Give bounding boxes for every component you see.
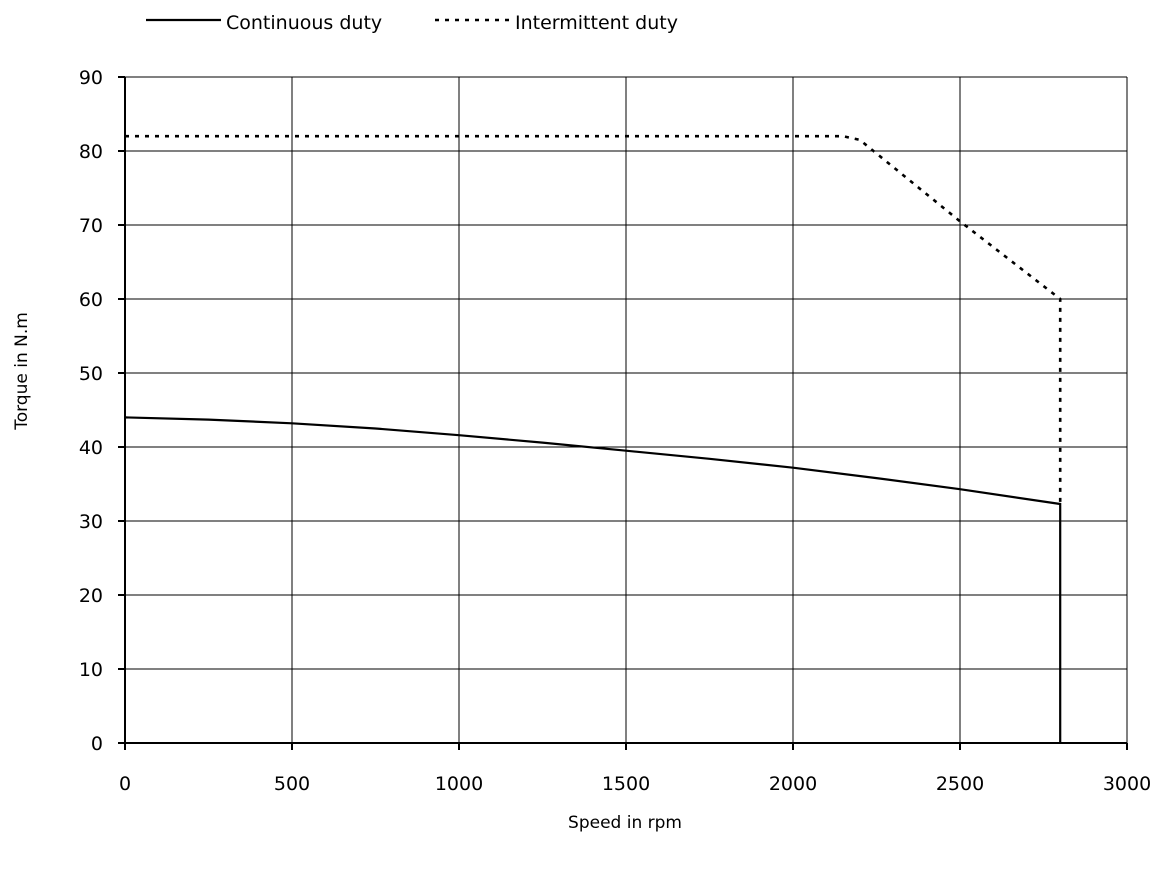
x-tick-label: 500 xyxy=(274,773,310,795)
y-tick-label: 30 xyxy=(79,511,103,533)
x-tick-label: 3000 xyxy=(1103,773,1151,795)
x-axis-title: Speed in rpm xyxy=(568,813,682,833)
y-tick-label: 50 xyxy=(79,363,103,385)
x-tick-label: 2500 xyxy=(936,773,984,795)
y-tick-label: 10 xyxy=(79,659,103,681)
y-tick-label: 60 xyxy=(79,289,103,311)
x-tick-label: 1500 xyxy=(602,773,650,795)
y-tick-label: 90 xyxy=(79,67,103,89)
x-tick-label: 2000 xyxy=(769,773,817,795)
y-tick-label: 0 xyxy=(91,733,103,755)
y-tick-label: 40 xyxy=(79,437,103,459)
continuous-duty-line xyxy=(124,416,1062,743)
y-tick-label: 70 xyxy=(79,215,103,237)
legend-intermittent-label: Intermittent duty xyxy=(515,12,678,34)
y-tick-label: 20 xyxy=(79,585,103,607)
x-tick-label: 0 xyxy=(119,773,131,795)
legend: Continuous duty Intermittent duty xyxy=(146,12,678,34)
y-tick-label: 80 xyxy=(79,141,103,163)
data-series xyxy=(124,134,1062,743)
grid-lines xyxy=(125,76,1128,743)
tick-labels: 0 10 20 30 40 50 60 70 80 90 0 500 1000 1500 2000 2500 3… xyxy=(79,67,1151,795)
axes xyxy=(118,76,1128,750)
x-tick-label: 1000 xyxy=(435,773,483,795)
intermittent-duty-line xyxy=(125,134,1062,504)
y-axis-title: Torque in N.m xyxy=(12,312,32,431)
legend-continuous-label: Continuous duty xyxy=(226,12,382,34)
